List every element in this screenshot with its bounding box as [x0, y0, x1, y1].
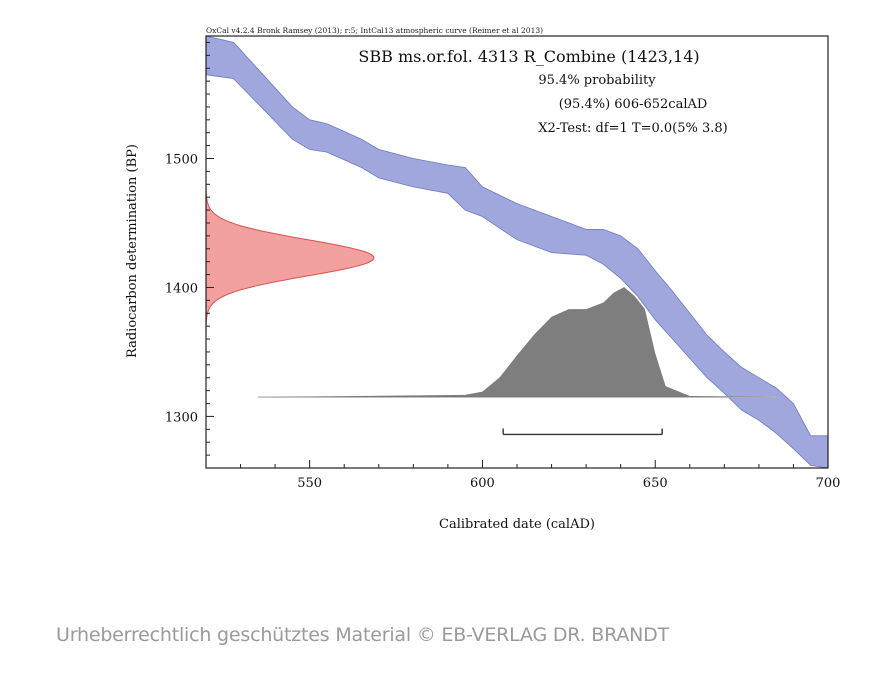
x-axis-label: Calibrated date (calAD)	[439, 517, 595, 532]
range-label: (95.4%) 606-652calAD	[559, 97, 708, 112]
chart-title: SBB ms.or.fol. 4313 R_Combine (1423,14)	[358, 47, 699, 66]
calibrated-distribution	[257, 287, 777, 398]
axes: 550 600 650 700 1300 1400 1500	[165, 41, 841, 491]
plot-content	[206, 36, 828, 468]
range-bar	[502, 428, 663, 436]
calibration-curve-band	[206, 36, 828, 468]
y-tick-label: 1300	[165, 410, 198, 425]
x-tick-label: 650	[643, 476, 668, 491]
x-tick-label: 550	[297, 476, 322, 491]
y-tick-label: 1500	[165, 153, 198, 168]
radiocarbon-distribution	[206, 185, 375, 331]
y-axis-label: Radiocarbon determination (BP)	[125, 144, 140, 358]
chi-square-label: X2-Test: df=1 T=0.0(5% 3.8)	[538, 121, 727, 136]
calibration-chart: 550 600 650 700 1300 1400 1500 OxCal v4.2.4 Br…	[125, 26, 841, 532]
x-tick-label: 600	[470, 476, 495, 491]
credit-line: OxCal v4.2.4 Bronk Ramsey (2013); r:5; I…	[206, 26, 543, 35]
x-tick-label: 700	[816, 476, 841, 491]
probability-label: 95.4% probability	[538, 73, 656, 88]
copyright-watermark: Urheberrechtlich geschütztes Material © …	[56, 624, 669, 646]
y-tick-label: 1400	[165, 281, 198, 296]
